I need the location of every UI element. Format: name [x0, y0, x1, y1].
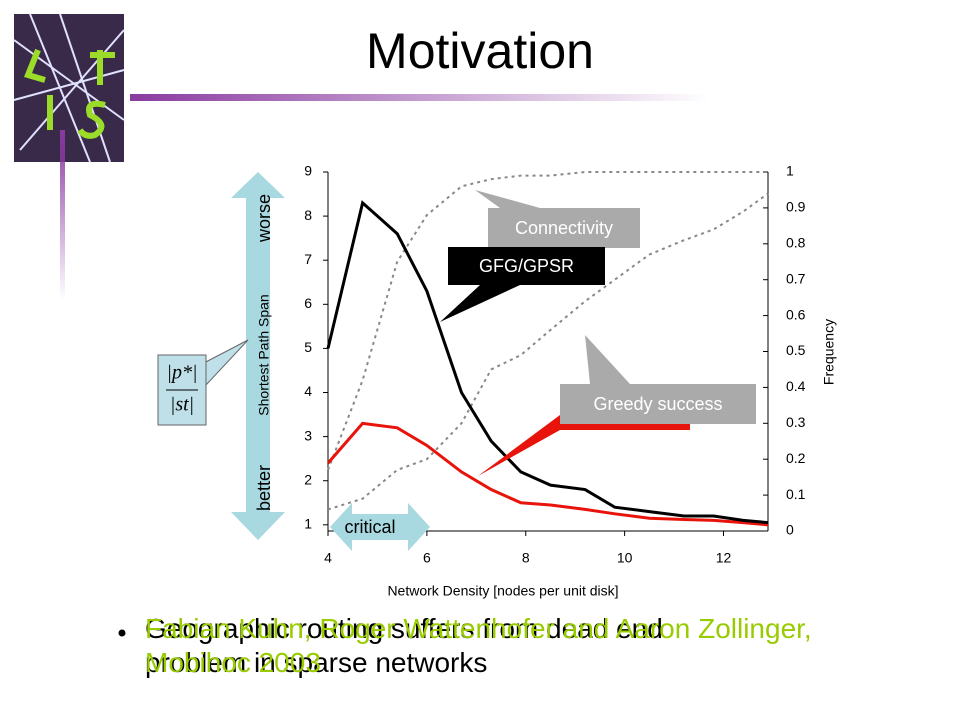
bullet-text: Geographic routing suffers from dead end…	[145, 613, 663, 678]
y-tick-label: 8	[304, 207, 312, 223]
x-axis-label: Network Density [nodes per unit disk]	[387, 583, 618, 599]
y-tick-label: 3	[304, 427, 312, 443]
bullet-dot	[118, 629, 126, 637]
callout-pointer	[585, 335, 630, 384]
better-label: better	[254, 465, 274, 511]
y2-tick-label: 0	[786, 522, 794, 538]
side-rule	[60, 130, 65, 300]
y2-tick-label: 0.2	[786, 450, 806, 466]
callout-box	[488, 208, 640, 248]
y2-tick-label: 0.5	[786, 342, 806, 358]
y-tick-label: 6	[304, 295, 312, 311]
y-tick-label: 5	[304, 339, 312, 355]
y2-tick-label: 0.4	[786, 378, 806, 394]
series-line	[327, 171, 768, 471]
x-tick-label: 8	[522, 550, 530, 566]
logo	[13, 13, 125, 163]
y-tick-label: 1	[304, 516, 312, 532]
x-tick-label: 6	[423, 550, 431, 566]
legend-label: Connectivity	[515, 218, 613, 238]
y-tick-label: 9	[304, 163, 312, 179]
worse-label: worse	[254, 194, 274, 243]
series-line	[326, 200, 769, 525]
series-line	[326, 421, 769, 527]
critical-arrow	[330, 503, 430, 551]
x-tick-label: 10	[617, 550, 633, 566]
legend-label: Greedy success	[593, 394, 722, 414]
x-tick-label: 4	[324, 550, 332, 566]
formula-top: |p*|	[167, 362, 198, 384]
bullet-box: Geographic routing suffers from dead end…	[145, 613, 812, 678]
y2-axis-label: Frequency	[821, 319, 837, 385]
callout-pointer	[478, 415, 560, 476]
y2-tick-label: 0.8	[786, 235, 806, 251]
callout-box	[448, 247, 605, 285]
y2-tick-label: 0.7	[786, 270, 806, 286]
y2-tick-label: 0.9	[786, 199, 806, 215]
citation-text: Fabian Kuhn, Roger Wattenhofer and Aaron…	[145, 613, 812, 678]
y2-tick-label: 0.1	[786, 486, 806, 502]
callout-box	[560, 384, 756, 424]
worse-better-arrow	[231, 172, 285, 540]
y2-tick-label: 0.6	[786, 306, 806, 322]
y-tick-label: 4	[304, 383, 312, 399]
y2-tick-label: 0.3	[786, 414, 806, 430]
formula	[157, 339, 249, 426]
title-rule	[130, 94, 710, 101]
y-tick-label: 2	[304, 471, 312, 487]
y2-tick-label: 1	[786, 163, 794, 179]
critical-label: critical	[344, 517, 395, 537]
x-tick-label: 12	[716, 550, 732, 566]
callout-pointer	[440, 285, 520, 322]
y-tick-label: 7	[304, 251, 312, 267]
y-axis-label: Shortest Path Span	[256, 294, 272, 415]
legend-label: GFG/GPSR	[479, 256, 574, 276]
formula-bottom: |st|	[170, 394, 194, 416]
slide-title: Motivation	[366, 23, 594, 79]
callout-pointer	[475, 190, 540, 208]
series-line	[327, 192, 769, 511]
